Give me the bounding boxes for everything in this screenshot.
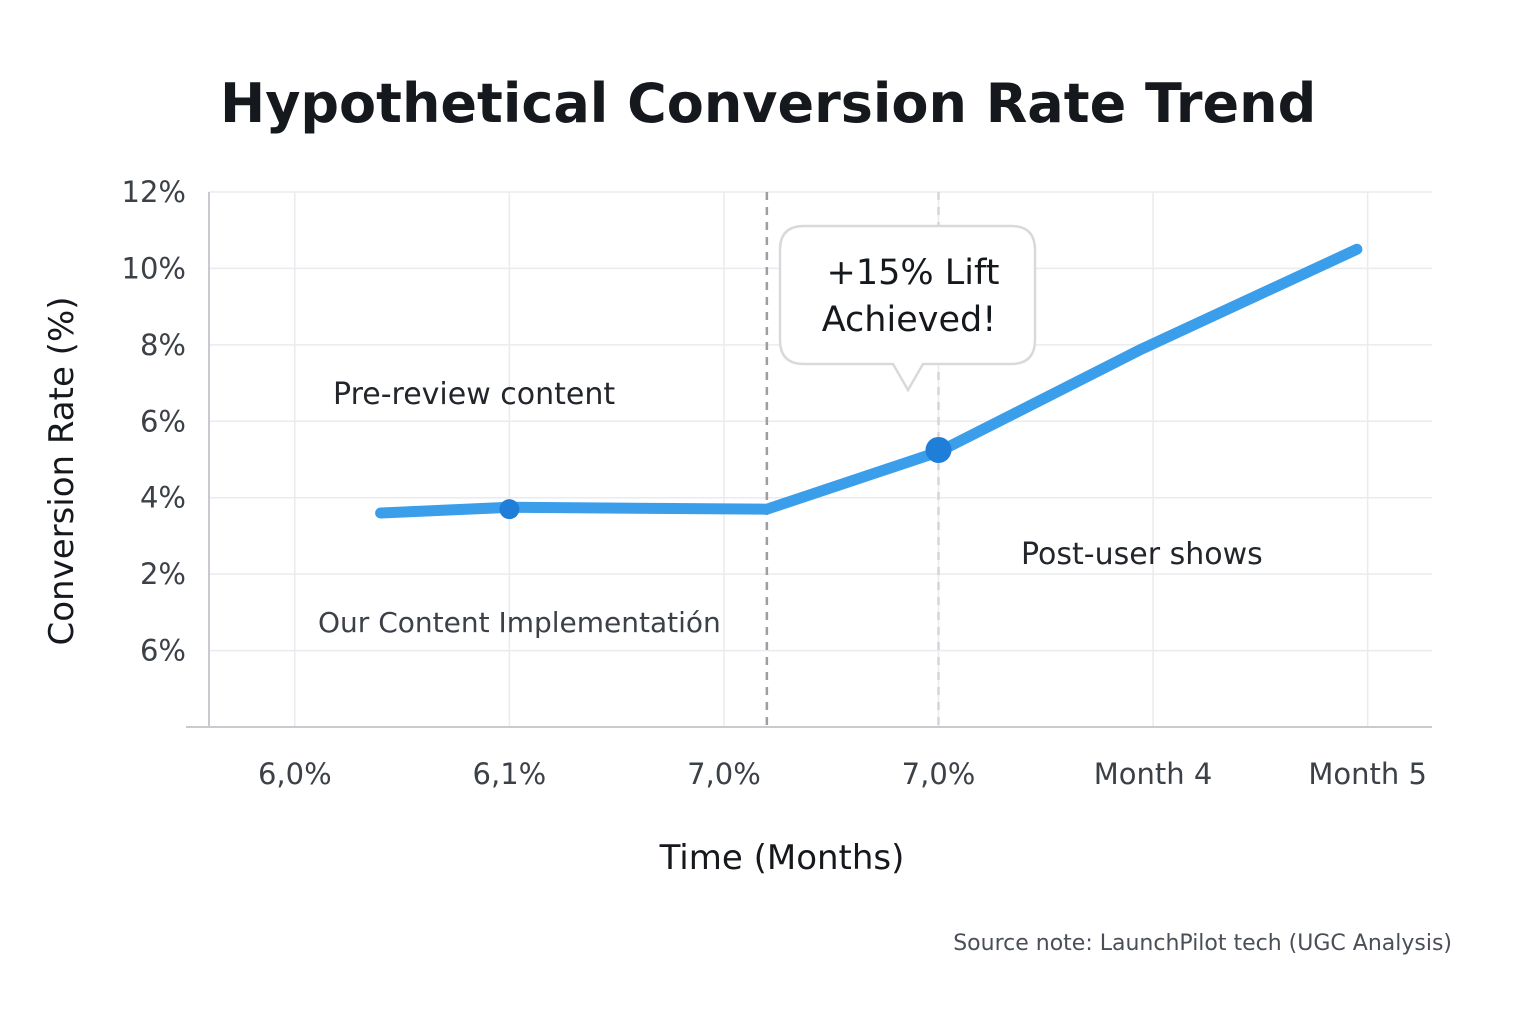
y-tick-label: 2%: [140, 557, 186, 591]
y-tick-label: 10%: [122, 251, 186, 285]
callout-bubble: [778, 224, 1037, 393]
callout-line-1: +15% Lift: [827, 253, 1000, 293]
y-ticks: 12% 10% 8% 6% 4% 2% 6%: [122, 175, 186, 668]
annotations: Pre-review content Our Content Implement…: [318, 377, 1263, 639]
chart-title: Hypothetical Conversion Rate Trend: [220, 72, 1316, 135]
annotation-post-user: Post-user shows: [1021, 537, 1263, 572]
annotation-pre-review: Pre-review content: [333, 377, 615, 412]
y-tick-label: 6%: [140, 634, 186, 668]
annotation-implementation: Our Content Implementatión: [318, 606, 721, 639]
data-point-marker: [499, 499, 520, 520]
x-tick-label: 6,0%: [258, 757, 332, 791]
callout: +15% Lift Achieved!: [778, 224, 1037, 393]
y-tick-label: 8%: [140, 328, 186, 362]
series-line: [375, 243, 1363, 519]
x-tick-label: 7,0%: [687, 757, 761, 791]
y-axis-label: Conversion Rate (%): [42, 296, 82, 645]
y-tick-label: 6%: [140, 404, 186, 438]
y-tick-label: 12%: [122, 175, 186, 209]
y-tick-label: 4%: [140, 481, 186, 515]
data-point-marker: [925, 436, 952, 463]
source-note: Source note: LaunchPilot tech (UGC Analy…: [953, 931, 1452, 956]
x-axis-label: Time (Months): [659, 838, 905, 878]
callout-line-2: Achieved!: [822, 300, 997, 340]
x-tick-label: 6,1%: [473, 757, 547, 791]
x-tick-label: 7,0%: [902, 757, 976, 791]
x-tick-label: Month 5: [1308, 757, 1427, 791]
x-ticks: 6,0% 6,1% 7,0% 7,0% Month 4 Month 5: [258, 757, 1427, 791]
series: [375, 243, 1363, 520]
x-tick-label: Month 4: [1094, 757, 1213, 791]
